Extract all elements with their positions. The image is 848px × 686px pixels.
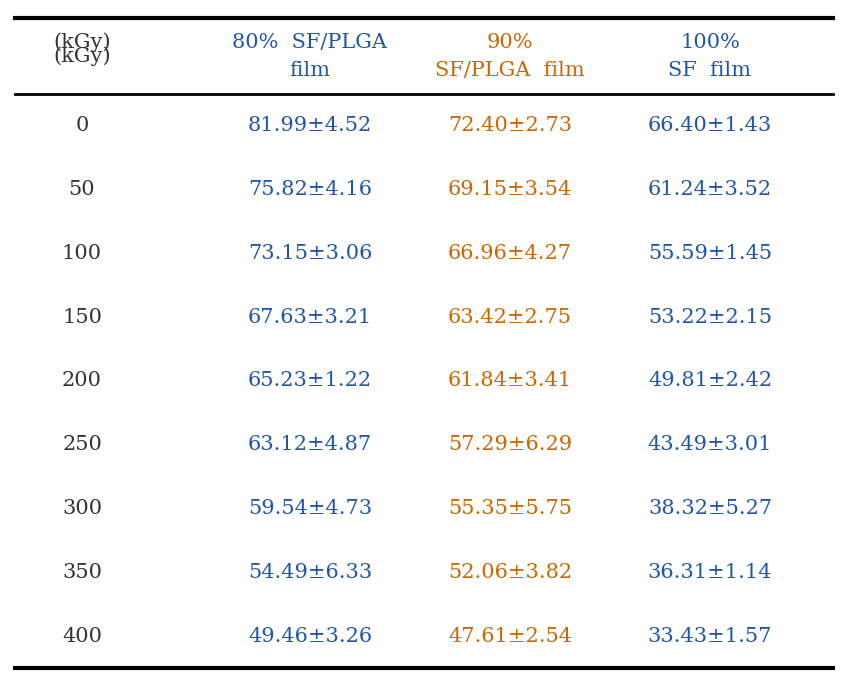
- Text: SF  film: SF film: [668, 60, 751, 80]
- Text: 0: 0: [75, 117, 89, 135]
- Text: 72.40±2.73: 72.40±2.73: [448, 117, 572, 135]
- Text: 100: 100: [62, 244, 102, 263]
- Text: 49.46±3.26: 49.46±3.26: [248, 626, 372, 646]
- Text: SF/PLGA  film: SF/PLGA film: [435, 60, 585, 80]
- Text: 33.43±1.57: 33.43±1.57: [648, 626, 773, 646]
- Text: 36.31±1.14: 36.31±1.14: [648, 563, 773, 582]
- Text: 57.29±6.29: 57.29±6.29: [448, 436, 572, 454]
- Text: 53.22±2.15: 53.22±2.15: [648, 308, 772, 327]
- Text: 65.23±1.22: 65.23±1.22: [248, 372, 372, 390]
- Text: film: film: [289, 60, 331, 80]
- Text: 61.84±3.41: 61.84±3.41: [448, 372, 572, 390]
- Text: 63.12±4.87: 63.12±4.87: [248, 436, 372, 454]
- Text: 63.42±2.75: 63.42±2.75: [448, 308, 572, 327]
- Text: 55.35±5.75: 55.35±5.75: [448, 499, 572, 518]
- Text: 43.49±3.01: 43.49±3.01: [648, 436, 773, 454]
- Text: 47.61±2.54: 47.61±2.54: [448, 626, 572, 646]
- Text: 54.49±6.33: 54.49±6.33: [248, 563, 372, 582]
- Text: 75.82±4.16: 75.82±4.16: [248, 180, 372, 199]
- Text: 81.99±4.52: 81.99±4.52: [248, 117, 372, 135]
- Text: 150: 150: [62, 308, 102, 327]
- Text: 66.96±4.27: 66.96±4.27: [448, 244, 572, 263]
- Text: 400: 400: [62, 626, 102, 646]
- Text: 50: 50: [69, 180, 95, 199]
- Text: 38.32±5.27: 38.32±5.27: [648, 499, 772, 518]
- Text: 52.06±3.82: 52.06±3.82: [448, 563, 572, 582]
- Text: 300: 300: [62, 499, 102, 518]
- Text: 59.54±4.73: 59.54±4.73: [248, 499, 372, 518]
- Text: 90%: 90%: [487, 32, 533, 51]
- Text: 200: 200: [62, 372, 102, 390]
- Text: (kGy): (kGy): [53, 46, 111, 66]
- Text: 67.63±3.21: 67.63±3.21: [248, 308, 372, 327]
- Text: (kGy): (kGy): [53, 32, 111, 52]
- Text: 80%  SF/PLGA: 80% SF/PLGA: [232, 32, 388, 51]
- Text: 69.15±3.54: 69.15±3.54: [448, 180, 572, 199]
- Text: 250: 250: [62, 436, 102, 454]
- Text: 350: 350: [62, 563, 102, 582]
- Text: 73.15±3.06: 73.15±3.06: [248, 244, 372, 263]
- Text: 66.40±1.43: 66.40±1.43: [648, 117, 773, 135]
- Text: 55.59±1.45: 55.59±1.45: [648, 244, 772, 263]
- Text: 100%: 100%: [680, 32, 740, 51]
- Text: 49.81±2.42: 49.81±2.42: [648, 372, 772, 390]
- Text: 61.24±3.52: 61.24±3.52: [648, 180, 772, 199]
